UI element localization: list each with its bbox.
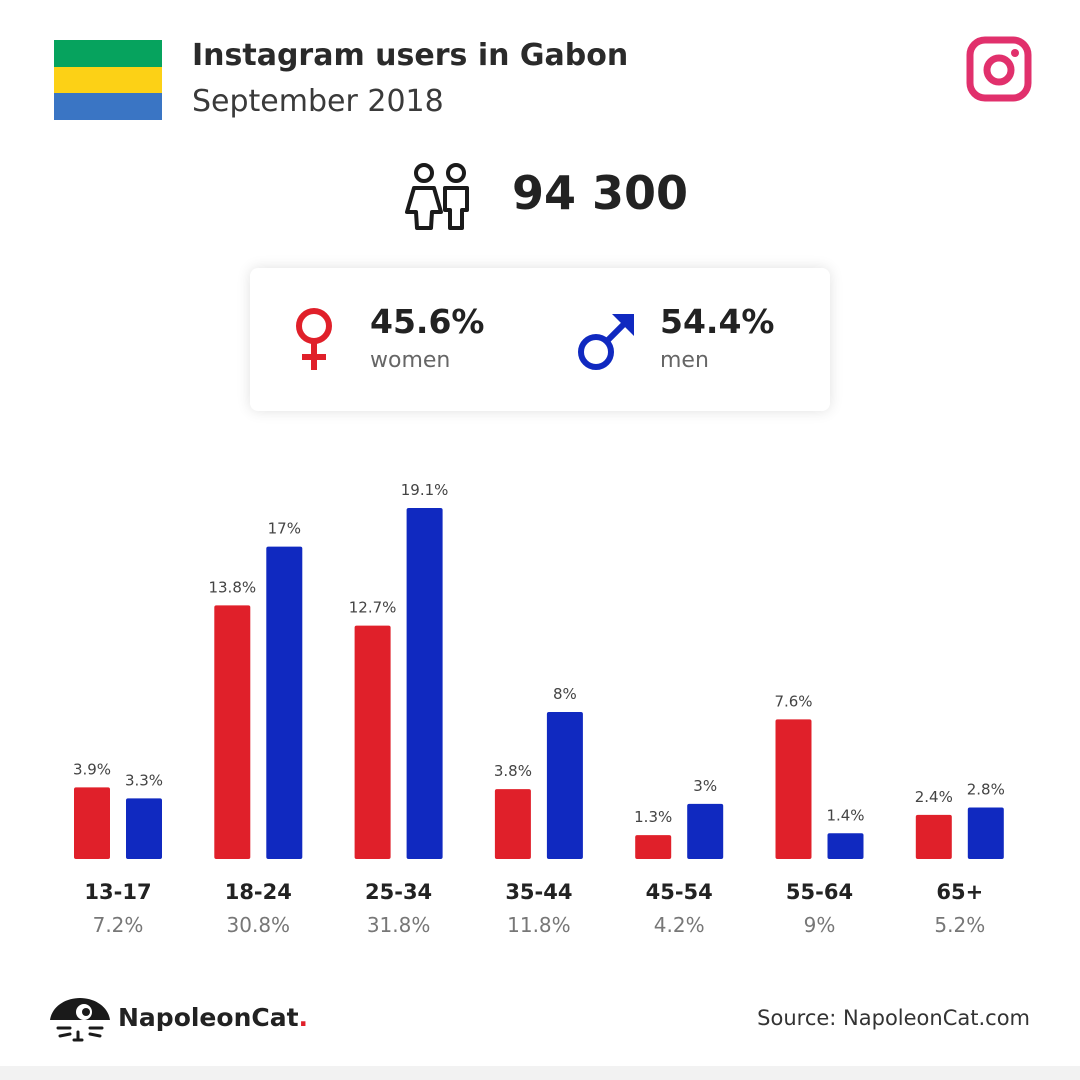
bar-label-women-35-44: 3.8% [494, 762, 532, 780]
category-total-35-44: 11.8% [507, 913, 571, 937]
gender-card: 45.6% women 54.4% men [250, 268, 830, 411]
flag-stripe-yellow [54, 66, 162, 94]
bar-women-13-17 [74, 787, 110, 859]
female-icon [296, 308, 332, 370]
category-label-55-64: 55-64 [786, 880, 853, 904]
category-total-45-54: 4.2% [654, 913, 705, 937]
bar-women-18-24 [214, 605, 251, 859]
brand-dot: . [298, 1003, 309, 1032]
bar-label-men-18-24: 17% [268, 520, 301, 538]
women-label: women [370, 348, 451, 373]
users-icon [405, 163, 469, 230]
age-gender-chart: 3.9% 3.3% 13-17 7.2% 13.8% 17% 18-24 30.8% 12.7%… [0, 440, 1080, 960]
total-users: 94 300 [512, 166, 689, 220]
category-label-18-24: 18-24 [225, 880, 292, 904]
category-label-35-44: 35-44 [505, 880, 572, 904]
bar-men-13-17 [126, 798, 162, 859]
instagram-icon [966, 36, 1032, 102]
flag-stripe-blue [54, 93, 162, 120]
flag-stripe-green [54, 40, 162, 67]
bar-men-35-44 [546, 711, 583, 859]
category-label-25-34: 25-34 [365, 880, 432, 904]
women-percentage: 45.6% [370, 302, 485, 341]
category-total-25-34: 31.8% [367, 913, 431, 937]
bar-label-men-65+: 2.8% [967, 781, 1005, 799]
category-total-13-17: 7.2% [93, 913, 144, 937]
source-credit: Source: NapoleonCat.com [757, 1006, 1030, 1030]
napoleoncat-icon [50, 998, 110, 1042]
bar-label-men-25-34: 19.1% [401, 481, 449, 499]
bar-women-65+ [915, 814, 952, 859]
bar-label-men-45-54: 3% [693, 777, 717, 795]
bar-women-45-54 [635, 835, 672, 859]
bar-label-men-13-17: 3.3% [125, 771, 163, 789]
category-label-65+: 65+ [936, 880, 983, 904]
bottom-strip [0, 1066, 1080, 1080]
bar-women-55-64 [775, 719, 812, 859]
bar-label-women-18-24: 13.8% [208, 578, 256, 596]
bar-men-25-34 [406, 508, 443, 859]
page-subtitle: September 2018 [192, 84, 444, 119]
men-label: men [660, 348, 709, 373]
bar-label-women-55-64: 7.6% [774, 692, 812, 710]
category-total-18-24: 30.8% [227, 913, 291, 937]
bar-men-65+ [967, 807, 1004, 859]
category-total-55-64: 9% [804, 913, 836, 937]
bar-men-18-24 [266, 546, 303, 859]
bar-label-women-13-17: 3.9% [73, 760, 111, 778]
bar-women-35-44 [494, 789, 531, 859]
bar-women-25-34 [354, 625, 391, 859]
men-percentage: 54.4% [660, 302, 775, 341]
age-gender-chart-svg: 3.9% 3.3% 13-17 7.2% 13.8% 17% 18-24 30.8% 12.7%… [73, 481, 1005, 937]
bar-men-45-54 [687, 803, 724, 859]
bar-label-women-65+: 2.4% [915, 788, 953, 806]
bar-label-women-45-54: 1.3% [634, 808, 672, 826]
male-icon [578, 314, 634, 370]
bar-men-55-64 [827, 833, 864, 859]
category-total-65+: 5.2% [934, 913, 985, 937]
category-label-13-17: 13-17 [84, 880, 151, 904]
page-title: Instagram users in Gabon [192, 38, 629, 73]
category-label-45-54: 45-54 [646, 880, 713, 904]
gabon-flag [54, 40, 162, 120]
brand-name: NapoleonCat. [118, 1003, 308, 1032]
bar-label-women-25-34: 12.7% [349, 599, 397, 617]
bar-label-men-35-44: 8% [553, 685, 577, 703]
brand-text: NapoleonCat [118, 1003, 299, 1032]
bar-label-men-55-64: 1.4% [826, 806, 864, 824]
